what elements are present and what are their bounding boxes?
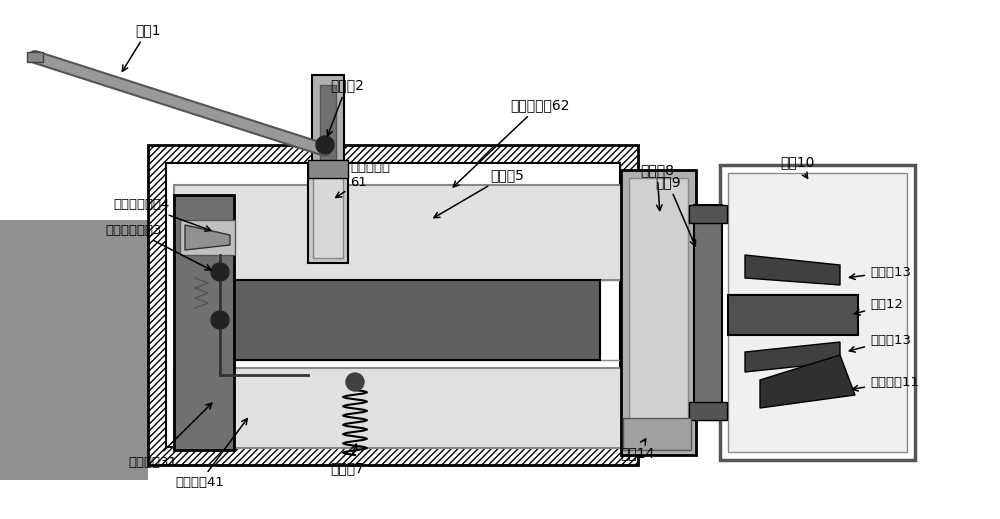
Text: 单向卡刀11: 单向卡刀11 bbox=[852, 376, 919, 391]
Text: 手柄1: 手柄1 bbox=[122, 23, 161, 71]
Bar bbox=[308, 163, 348, 263]
Polygon shape bbox=[185, 225, 230, 250]
Text: 第一单向球阀3: 第一单向球阀3 bbox=[105, 224, 211, 270]
Bar bbox=[166, 163, 620, 447]
Bar bbox=[629, 178, 688, 447]
Text: 立柱12: 立柱12 bbox=[854, 298, 903, 315]
Bar bbox=[689, 205, 727, 223]
Text: 法兰9: 法兰9 bbox=[655, 175, 696, 246]
Bar bbox=[728, 295, 858, 335]
Text: 大活塞5: 大活塞5 bbox=[434, 168, 524, 218]
Text: 第一液压缸
61: 第一液压缸 61 bbox=[336, 161, 390, 198]
Bar bbox=[210, 280, 600, 360]
Polygon shape bbox=[745, 342, 840, 372]
Text: 小活塞2: 小活塞2 bbox=[327, 78, 364, 136]
Polygon shape bbox=[760, 355, 855, 408]
Bar bbox=[623, 418, 691, 450]
Bar bbox=[313, 168, 343, 258]
Bar bbox=[308, 160, 348, 178]
Text: 第二管路41: 第二管路41 bbox=[175, 419, 247, 489]
Bar bbox=[174, 368, 624, 448]
Text: 海绵14: 海绵14 bbox=[620, 439, 654, 460]
Bar bbox=[148, 145, 638, 465]
Bar bbox=[27, 52, 43, 62]
Bar bbox=[312, 75, 344, 170]
Bar bbox=[694, 205, 722, 420]
Bar bbox=[0, 220, 148, 480]
Bar bbox=[728, 173, 907, 452]
Circle shape bbox=[346, 373, 364, 391]
Text: 第二液压缸62: 第二液压缸62 bbox=[453, 98, 570, 187]
Text: 限位环13: 限位环13 bbox=[849, 266, 911, 279]
Text: 第一管路31: 第一管路31 bbox=[128, 403, 212, 469]
Bar bbox=[689, 402, 727, 420]
Circle shape bbox=[316, 136, 334, 154]
Bar bbox=[180, 220, 235, 255]
Bar bbox=[174, 185, 624, 280]
Text: 套筒10: 套筒10 bbox=[780, 155, 814, 178]
Polygon shape bbox=[745, 255, 840, 285]
Circle shape bbox=[211, 263, 229, 281]
Bar bbox=[320, 85, 336, 170]
Circle shape bbox=[211, 311, 229, 329]
Bar bbox=[720, 165, 915, 460]
Text: 第二单向球阀4: 第二单向球阀4 bbox=[113, 198, 211, 231]
Bar bbox=[621, 170, 696, 455]
Text: 限位环13: 限位环13 bbox=[849, 334, 911, 352]
Text: 泄压阀7: 泄压阀7 bbox=[330, 444, 364, 475]
Text: 收集仓8: 收集仓8 bbox=[640, 163, 674, 211]
Bar bbox=[174, 195, 234, 450]
